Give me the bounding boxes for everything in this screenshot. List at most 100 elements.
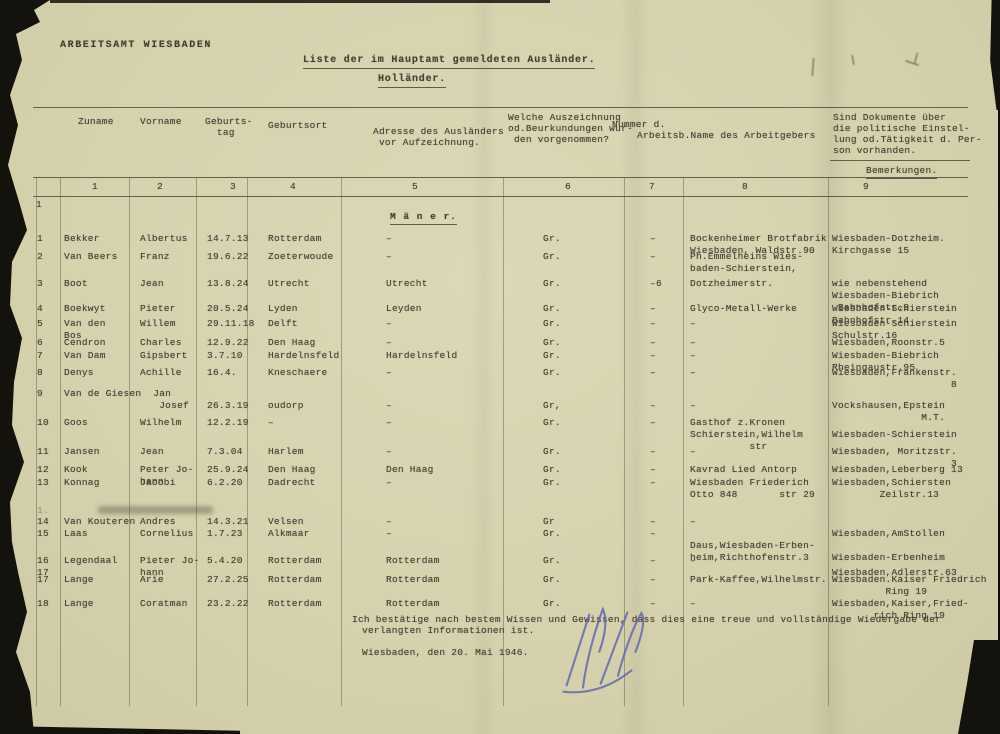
row-cell: Pieter Jo- hann	[140, 555, 200, 579]
column-number: 6	[565, 181, 571, 192]
document-subtitle: Holländer.	[378, 74, 447, 89]
row-cell: Van den Bos	[64, 318, 106, 342]
row-cell: –	[386, 446, 392, 457]
row-cell: –	[386, 417, 392, 428]
row-cell: Van Beers	[64, 251, 118, 262]
row-cell: Wiesbaden-Erbenheim	[832, 552, 946, 564]
row-cell: –	[386, 477, 392, 488]
table-column-line	[828, 177, 829, 706]
row-cell: Den Haag	[386, 464, 434, 475]
row-cell: Gr.	[543, 446, 561, 457]
row-cell: Bekker	[64, 233, 100, 244]
document-title: Liste der im Hauptamt gemeldeten Ausländ…	[303, 55, 596, 70]
row-number: 12	[37, 464, 49, 475]
row-cell: –	[650, 337, 656, 348]
date-line: Wiesbaden, den 20. Mai 1946.	[362, 647, 529, 658]
row-cell: Goos	[64, 417, 88, 428]
row-cell: Konnag	[64, 477, 100, 488]
table-numbers-rule	[33, 196, 968, 198]
column-header-auszeichnung: Welche Auszeichnung od.Beurkundungen wur…	[508, 112, 633, 145]
row-cell: Kook	[64, 464, 88, 475]
row-cell: Daus,Wiesbaden-Erben- heim,Richthofenstr…	[690, 540, 815, 564]
row-number: 6	[37, 337, 43, 348]
column-number: 8	[742, 181, 748, 192]
row-cell: Gr.	[543, 464, 561, 475]
column-header-dokumente: Sind Dokumente über die politische Einst…	[833, 112, 982, 156]
row-cell: Velsen	[268, 516, 304, 527]
row-cell: Gr,	[543, 400, 561, 412]
row-cell: –	[650, 400, 656, 412]
paper-sheet	[4, 0, 998, 734]
row-cell: –	[650, 417, 656, 428]
row-cell: 1.7.23	[207, 528, 243, 539]
table-column-line	[341, 177, 342, 706]
row-cell: Gipsbert	[140, 350, 188, 361]
torn-edge-top	[50, 0, 550, 3]
margin-marker: 1	[36, 199, 42, 210]
row-cell: Wiesbaden.Kaiser Friedrich Ring 19	[832, 574, 987, 598]
row-number: 17	[37, 574, 49, 585]
column-header-zuname: Zuname	[78, 116, 114, 127]
row-cell: Gr.	[543, 555, 561, 566]
row-cell: 7.3.04	[207, 446, 243, 457]
row-cell: Kavrad Lied Antorp	[690, 464, 798, 475]
row-cell: Alkmaar	[268, 528, 310, 539]
confirmation-text-line2: verlangten Informationen ist.	[362, 625, 535, 636]
row-cell: Cornelius	[140, 528, 194, 539]
row-cell: Zoeterwoude	[268, 251, 334, 262]
column-number: 7	[649, 181, 655, 192]
table-column-line	[624, 177, 625, 706]
row-cell: –	[690, 367, 696, 378]
column-number: 9	[863, 181, 869, 192]
row-cell: Rotterdam	[268, 555, 322, 566]
row-cell: 23.2.22	[207, 598, 249, 609]
row-cell: Dadrecht	[268, 477, 316, 488]
row-cell: Boekwyt	[64, 303, 106, 314]
row-cell: –	[690, 598, 696, 609]
row-cell: 14.3.21	[207, 516, 249, 527]
signature	[562, 606, 645, 694]
column-number: 4	[290, 181, 296, 192]
row-cell: 14.7.13	[207, 233, 249, 244]
row-cell: Wiesbaden,Leberberg 13	[832, 464, 963, 475]
row-cell: Gr.	[543, 417, 561, 428]
row-cell: Albertus	[140, 233, 188, 244]
row-cell: –	[690, 516, 696, 527]
row-cell: Den Haag	[268, 337, 316, 348]
row-cell: Cendron	[64, 337, 106, 348]
row-cell: Rotterdam	[268, 574, 322, 585]
torn-edge-bottom	[0, 726, 240, 734]
table-column-line	[60, 177, 61, 706]
row-cell: –	[650, 464, 656, 475]
row-cell: Achille	[140, 367, 182, 378]
row-cell: Den Haag	[268, 464, 316, 475]
row-number: 10	[37, 417, 49, 428]
row-cell: –	[650, 574, 656, 585]
row-cell: –	[650, 555, 656, 566]
row-cell: –	[386, 516, 392, 527]
row-cell: 5.4.20	[207, 555, 243, 566]
row-cell: Wiesbaden,Schiersten Zeilstr.13	[832, 477, 952, 501]
row-cell: Wiesbaden-Schierstein	[832, 429, 957, 441]
row-cell: Leyden	[386, 303, 422, 314]
row-cell: Rotterdam	[386, 574, 440, 585]
row-cell: 20.5.24	[207, 303, 249, 314]
table-header-rule	[33, 177, 968, 179]
torn-edge-right-top	[990, 0, 1000, 110]
column-header-adresse: Adresse des Ausländers vor Aufzeichnung.	[373, 126, 504, 148]
table-column-line	[503, 177, 504, 706]
row-cell: –	[650, 350, 656, 361]
row-cell: Coratman	[140, 598, 188, 609]
row-cell: Jean	[140, 446, 164, 457]
column-header-geburtsort: Geburtsort	[268, 120, 328, 131]
row-cell: –	[650, 233, 656, 244]
row-cell: Jean	[140, 278, 164, 289]
row-cell: Vockshausen,Epstein M.T.	[832, 400, 946, 424]
row-cell: Bockenheimer Brotfabrik Wiesbaden, Walds…	[690, 233, 827, 257]
row-number: 2	[37, 251, 43, 262]
row-cell: –	[386, 318, 392, 329]
row-cell: Wiesbaden,Frankenstr. 8	[832, 367, 957, 391]
row-cell: Dotzheimerstr.	[690, 278, 774, 289]
row-number: 9	[37, 388, 43, 399]
